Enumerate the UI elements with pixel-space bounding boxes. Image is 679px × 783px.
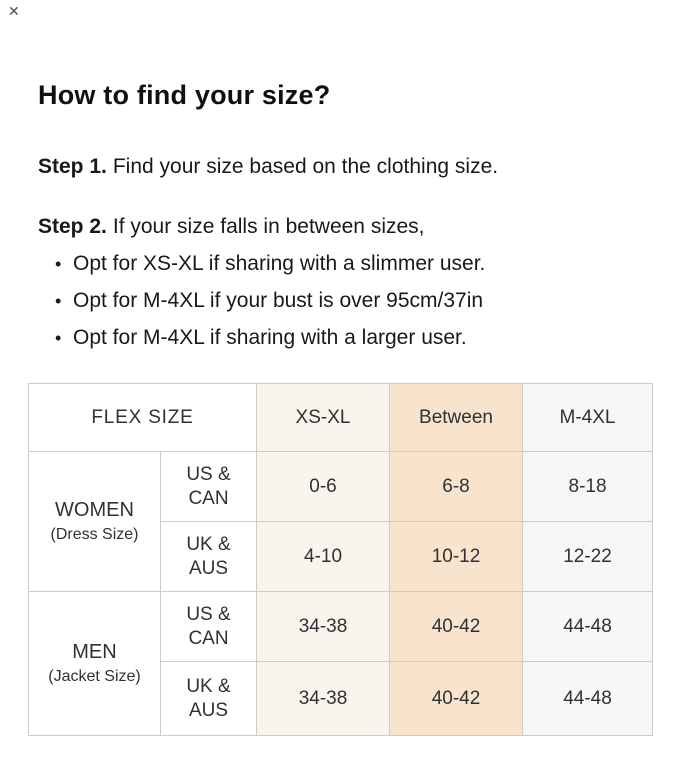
size-value: 0-6	[256, 451, 391, 522]
page-title: How to find your size?	[38, 80, 331, 110]
size-value: 6-8	[389, 451, 524, 522]
size-value: 4-10	[256, 521, 391, 592]
column-header-xs-xl: XS-XL	[256, 383, 391, 452]
group-name-men: MEN	[72, 641, 117, 663]
step-2-label: Step 2.	[38, 215, 107, 238]
step-1-text: Find your size based on the clothing siz…	[112, 155, 499, 178]
row-group-women: WOMEN (Dress Size)	[28, 451, 161, 592]
table-header-row: FLEX SIZE XS-XL Between M-4XL	[27, 383, 654, 452]
table-row: WOMEN (Dress Size) US & CAN 0-6 6-8 8-18	[28, 451, 654, 592]
list-item: • Opt for M-4XL if sharing with a larger…	[38, 326, 659, 350]
size-value: 44-48	[522, 591, 654, 662]
column-header-m-4xl: M-4XL	[522, 383, 654, 452]
size-value: 12-22	[522, 521, 654, 592]
group-subtitle-women: (Dress Size)	[50, 526, 139, 543]
table-title-cell: FLEX SIZE	[27, 383, 258, 452]
bullet-icon: •	[55, 291, 62, 311]
size-value: 34-38	[256, 661, 391, 736]
size-value: 44-48	[522, 661, 654, 736]
row-group-men: MEN (Jacket Size)	[28, 591, 161, 736]
close-icon[interactable]: ✕	[8, 3, 20, 19]
list-item: • Opt for M-4XL if your bust is over 95c…	[38, 289, 659, 313]
table-row: UK & AUS 4-10 10-12 12-22	[29, 521, 654, 592]
region-label-us-can: US & CAN	[159, 591, 258, 662]
size-value: 40-42	[389, 591, 524, 662]
step-2: Step 2. If your size falls in between siz…	[38, 215, 659, 239]
size-value: 40-42	[389, 661, 524, 736]
table-row: UK & AUS 34-38 40-42 44-48	[29, 661, 654, 736]
group-subtitle-men: (Jacket Size)	[48, 668, 141, 685]
size-table: FLEX SIZE XS-XL Between M-4XL WOMEN (Dre…	[27, 383, 654, 736]
bullet-text: Opt for M-4XL if sharing with a larger u…	[73, 326, 467, 349]
step-1: Step 1. Find your size based on the cloth…	[38, 155, 659, 179]
step-2-bullet-list: • Opt for XS-XL if sharing with a slimme…	[38, 252, 659, 350]
region-label-uk-aus: UK & AUS	[159, 661, 258, 736]
table-row: MEN (Jacket Size) US & CAN 34-38 40-42 4…	[28, 591, 654, 736]
size-value: 10-12	[389, 521, 524, 592]
step-1-label: Step 1.	[38, 155, 107, 178]
bullet-text: Opt for XS-XL if sharing with a slimmer …	[73, 252, 486, 275]
bullet-icon: •	[55, 328, 62, 348]
size-guide-content: How to find your size? Step 1. Find your …	[27, 80, 659, 736]
region-label-uk-aus: UK & AUS	[159, 521, 258, 592]
bullet-text: Opt for M-4XL if your bust is over 95cm/…	[73, 289, 484, 312]
column-header-between: Between	[389, 383, 524, 452]
step-2-text: If your size falls in between sizes,	[112, 215, 425, 238]
region-label-us-can: US & CAN	[159, 451, 258, 522]
size-value: 8-18	[522, 451, 654, 522]
bullet-icon: •	[55, 254, 62, 274]
list-item: • Opt for XS-XL if sharing with a slimme…	[38, 252, 659, 276]
group-name-women: WOMEN	[55, 499, 134, 521]
size-value: 34-38	[256, 591, 391, 662]
